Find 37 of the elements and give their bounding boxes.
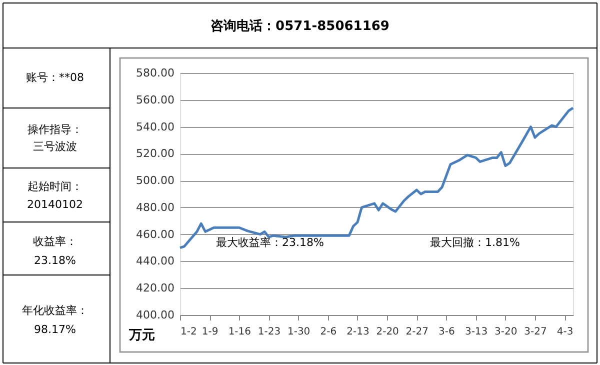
x-tick-label: 2-6: [320, 326, 337, 338]
text: 起始时间：: [28, 180, 82, 193]
y-tick-label: 540.00: [136, 120, 174, 134]
x-tick-label: 3-27: [524, 326, 547, 338]
x-tick-label: 2-13: [346, 326, 370, 338]
x-tick-label: 4-3: [556, 326, 574, 338]
x-tick-label: 1-2: [180, 326, 197, 338]
x-tick-label: 3-13: [464, 326, 488, 338]
text: 20140102: [27, 198, 83, 211]
text: 98.17%: [34, 323, 76, 336]
y-axis-title: 万元: [128, 328, 155, 343]
annotation: 最大回撤：1.81%: [430, 236, 520, 249]
y-tick-label: 460.00: [136, 228, 174, 241]
y-tick-label: 560.00: [136, 93, 174, 106]
chart-title: 咨询电话：0571-85061169: [210, 18, 390, 34]
x-tick-label: 1-16: [228, 326, 252, 338]
y-tick-label: 420.00: [136, 282, 174, 295]
y-tick-label: 480.00: [136, 200, 174, 214]
text: 账号：**08: [26, 71, 84, 84]
x-tick-label: 1-30: [287, 326, 310, 338]
annotation: 最大收益率：23.18%: [216, 236, 324, 249]
y-tick-label: 400.00: [136, 308, 174, 322]
x-tick-label: 1-9: [202, 326, 218, 338]
x-tick-label: 2-20: [376, 326, 399, 338]
x-tick-label: 1-23: [258, 326, 281, 338]
text: 收益率：: [33, 235, 77, 248]
text: 操作指导：: [28, 123, 82, 136]
y-tick-label: 520.00: [136, 147, 174, 160]
x-tick-label: 2-27: [406, 326, 428, 338]
text: 23.18%: [34, 254, 76, 267]
x-tick-label: 3-6: [438, 326, 455, 338]
y-tick-label: 580.00: [136, 66, 174, 80]
x-tick-label: 3-20: [494, 326, 518, 338]
text: 年化收益率：: [22, 304, 88, 317]
y-tick-label: 440.00: [136, 254, 174, 268]
text: 三号波波: [33, 140, 77, 153]
y-tick-label: 500.00: [136, 174, 174, 188]
